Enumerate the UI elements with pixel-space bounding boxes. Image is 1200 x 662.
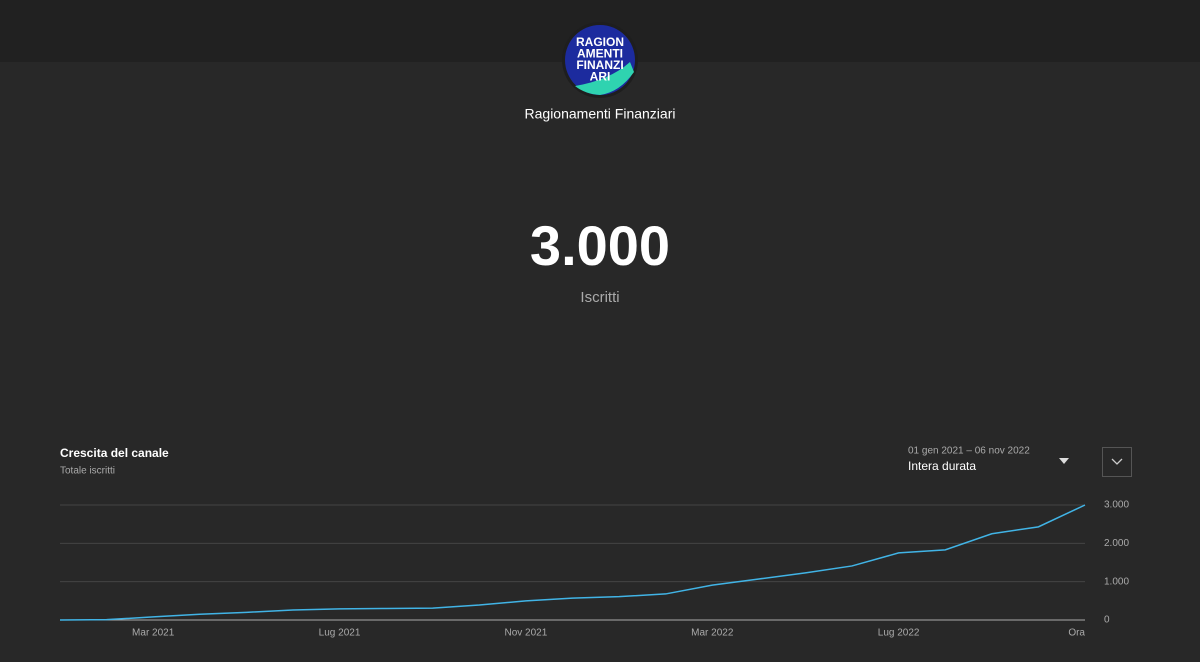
x-tick-label: Nov 2021 (505, 628, 548, 639)
subscriber-count: 3.000 (530, 214, 670, 277)
date-range[interactable]: 01 gen 2021 – 06 nov 2022 (908, 446, 1030, 457)
dropdown-arrow[interactable] (1059, 458, 1069, 464)
y-tick-label: 0 (1104, 615, 1110, 626)
x-tick-label: Mar 2022 (691, 628, 734, 639)
x-tick-label: Lug 2022 (878, 628, 920, 639)
chart: 0 1.000 2.000 3.000 Mar 2021 Lug 2021 Nov 2021… (59, 500, 1129, 639)
avatar-line: RAGION (576, 35, 624, 49)
x-tick-label: Lug 2021 (319, 628, 361, 639)
x-tick-label: Ora (1068, 628, 1085, 639)
y-tick-label: 3.000 (1104, 500, 1129, 511)
avatar-line: ARI (590, 70, 611, 84)
period-select[interactable]: Intera durata (908, 459, 976, 473)
y-tick-label: 2.000 (1104, 538, 1129, 549)
y-tick-label: 1.000 (1104, 576, 1129, 587)
channel-name[interactable]: Ragionamenti Finanziari (525, 106, 676, 122)
panel-subtitle: Totale iscritti (60, 466, 115, 477)
avatar-accent (575, 62, 634, 95)
series-line (59, 504, 1086, 621)
x-tick-label: Mar 2021 (132, 628, 175, 639)
panel-title: Crescita del canale (60, 446, 169, 460)
avatar-line: AMENTI (577, 47, 623, 61)
expand-button[interactable] (1102, 447, 1132, 477)
expand-icon (1111, 458, 1123, 465)
avatar-line: FINANZI (576, 58, 623, 72)
subscriber-label: Iscritti (580, 289, 619, 306)
